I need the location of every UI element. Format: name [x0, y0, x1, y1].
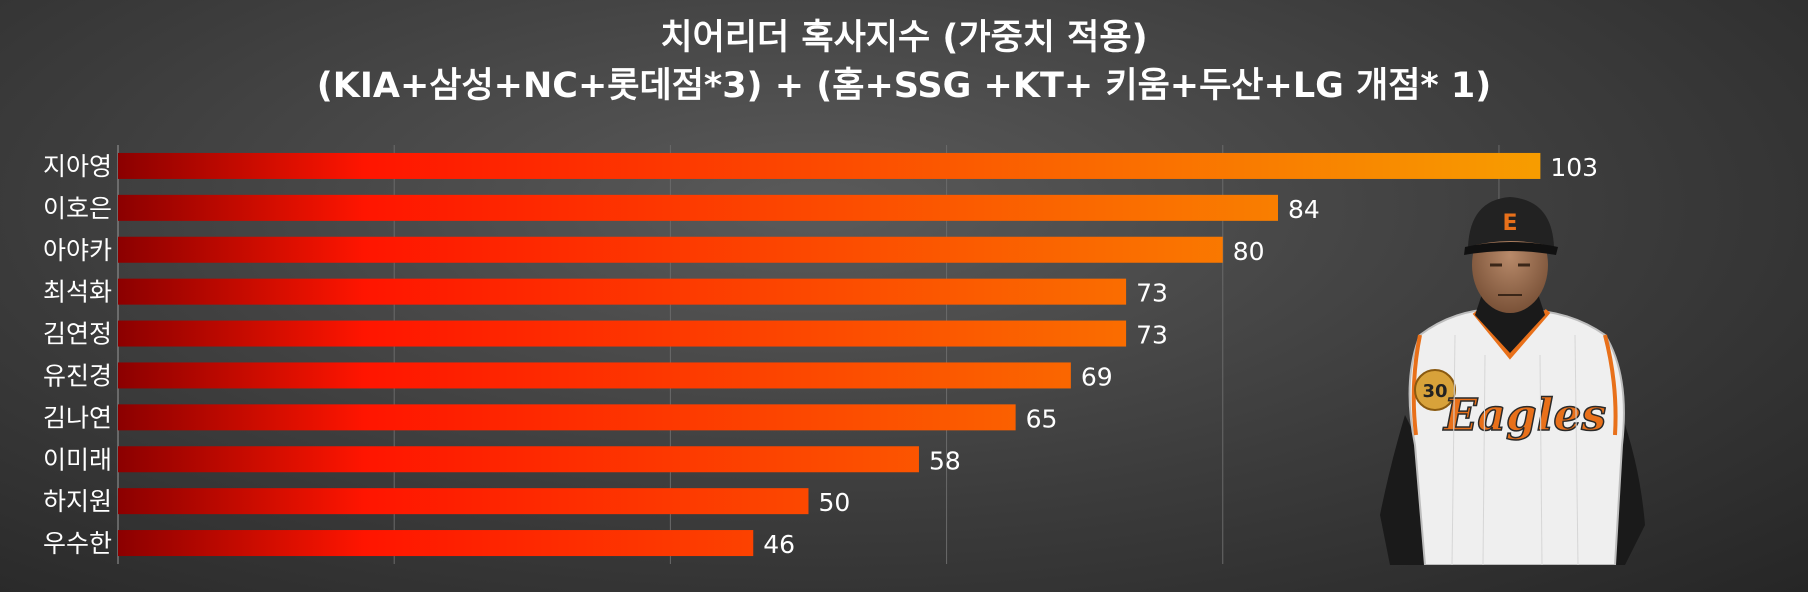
- player-photo: E 30 Eagles: [1380, 197, 1645, 565]
- chart-subtitle: (KIA+삼성+NC+롯데점*3) + (홈+SSG +KT+ 키움+두산+LG…: [316, 66, 1492, 106]
- jersey-text: Eagles: [1442, 390, 1606, 441]
- chart-bars: 지아영 103 이호은 84 아야카 80 최석화 73 김연정 73 유진경 69 김나연 65 이미래 5…: [43, 152, 1598, 559]
- category-label: 이미래: [43, 445, 112, 474]
- value-label: 80: [1233, 237, 1265, 266]
- bar-1: [118, 194, 1278, 221]
- value-label: 50: [818, 488, 850, 517]
- cap-logo: E: [1502, 211, 1517, 236]
- category-label: 아야카: [43, 236, 112, 265]
- category-label: 최석화: [43, 278, 112, 307]
- value-label: 73: [1136, 321, 1168, 350]
- bar-8: [118, 488, 809, 515]
- bar-3: [118, 278, 1127, 305]
- bar-6: [118, 404, 1016, 431]
- category-label: 이호은: [43, 194, 112, 223]
- chart-title: 치어리더 혹사지수 (가중치 적용): [660, 18, 1148, 58]
- value-label: 73: [1136, 279, 1168, 308]
- category-label: 우수한: [43, 529, 112, 558]
- value-label: 69: [1081, 362, 1113, 391]
- bar-7: [118, 446, 919, 473]
- category-label: 유진경: [43, 361, 112, 390]
- category-label: 하지원: [43, 487, 112, 516]
- bar-5: [118, 362, 1071, 389]
- chart-titles: 치어리더 혹사지수 (가중치 적용) (KIA+삼성+NC+롯데점*3) + (…: [0, 14, 1808, 110]
- category-label: 김나연: [43, 403, 112, 432]
- patch-number: 30: [1422, 381, 1447, 402]
- bar-9: [118, 530, 754, 557]
- value-label: 103: [1550, 153, 1598, 182]
- bar-0: [118, 152, 1541, 179]
- category-label: 지아영: [43, 152, 112, 181]
- sleeve-patch: [1414, 369, 1456, 411]
- player-cap: [1468, 197, 1554, 247]
- bar-4: [118, 320, 1127, 347]
- value-label: 65: [1026, 404, 1058, 433]
- value-label: 84: [1288, 195, 1320, 224]
- value-label: 46: [763, 530, 795, 559]
- category-label: 김연정: [43, 320, 112, 349]
- value-label: 58: [929, 446, 961, 475]
- bar-2: [118, 236, 1223, 263]
